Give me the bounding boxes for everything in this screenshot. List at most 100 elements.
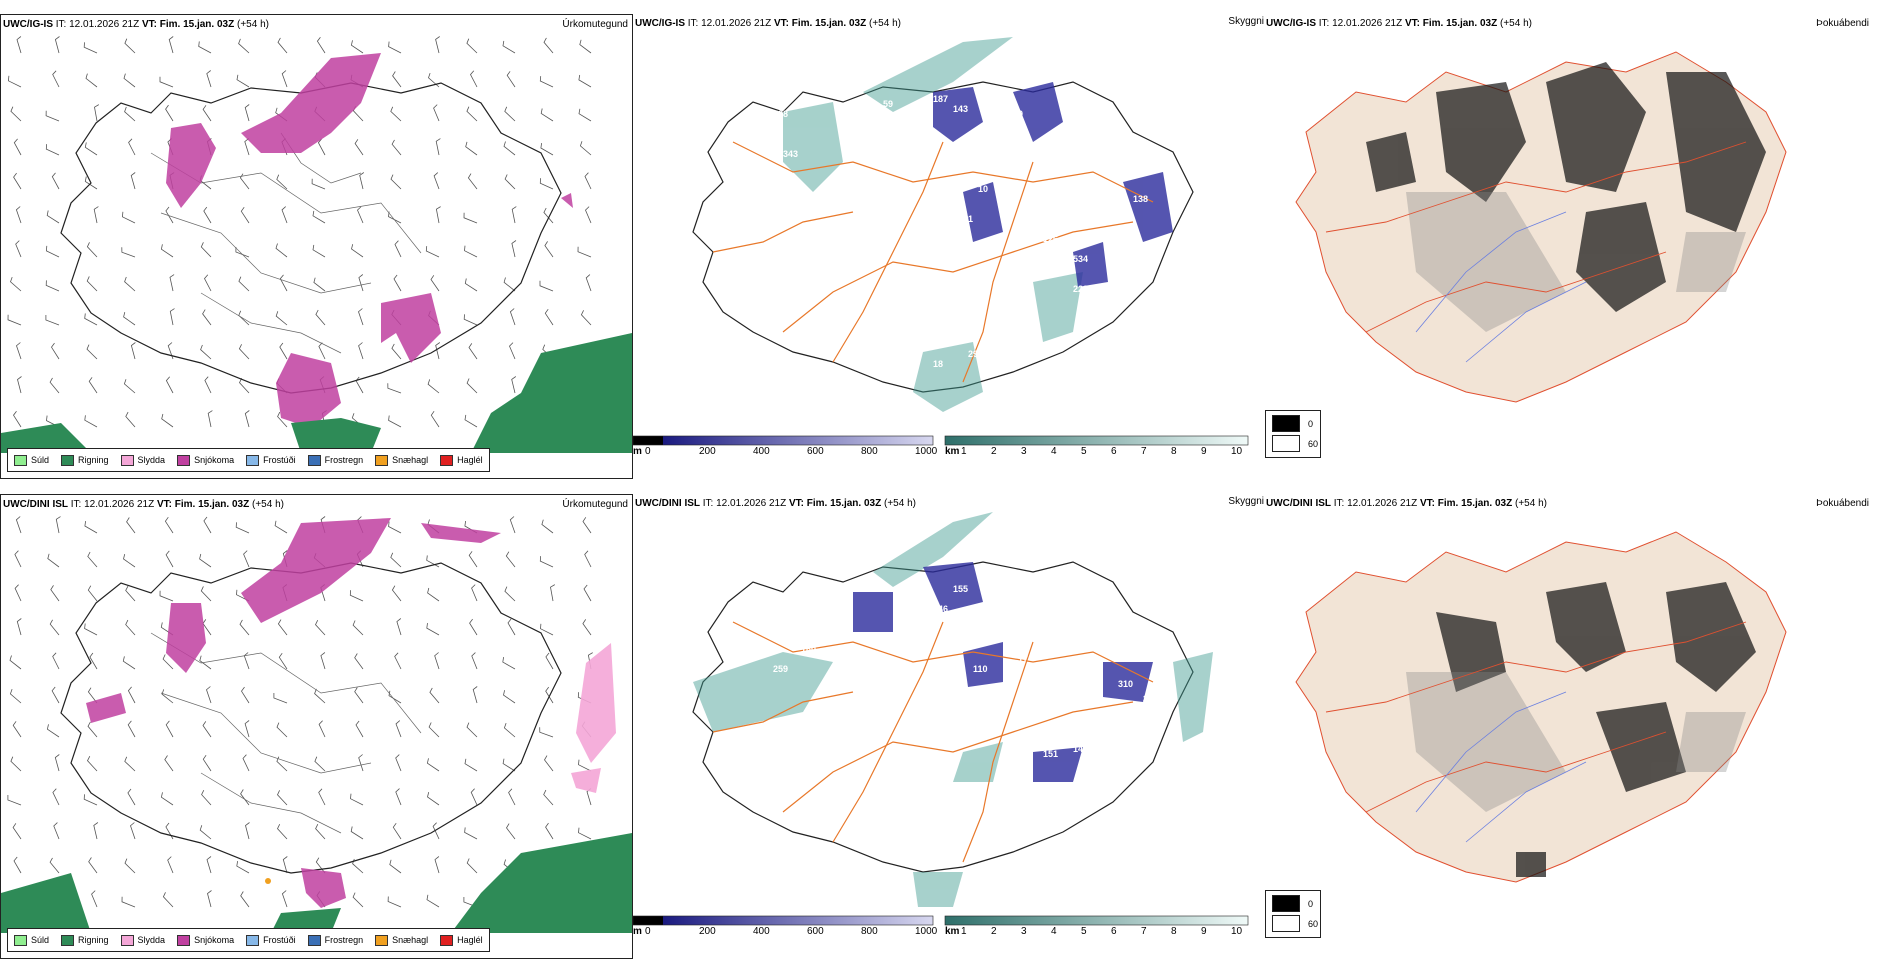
wind-barb — [238, 344, 250, 360]
wind-barb — [86, 242, 98, 258]
wind-barb — [469, 618, 478, 636]
wind-barb — [580, 310, 592, 326]
precip-legend: Súld Rigning Slydda Snjókoma Frostúði Frostre… — [7, 448, 490, 472]
wind-barb — [244, 104, 250, 122]
wind-barb — [471, 652, 478, 670]
wind-barb — [464, 245, 478, 258]
legend-label: Súld — [31, 455, 50, 465]
wind-barb — [239, 173, 250, 190]
wind-barb — [428, 722, 440, 738]
wind-barb — [93, 206, 99, 224]
legend-item: Haglél — [440, 934, 483, 946]
wind-barb — [88, 377, 98, 394]
legend-label: Snjókoma — [194, 935, 235, 945]
wind-barb — [10, 756, 22, 772]
wind-barb — [9, 688, 22, 704]
legend-label: Snjókoma — [194, 455, 235, 465]
wind-barb — [316, 36, 326, 54]
wind-barb — [388, 211, 402, 224]
legend-label: Frostúði — [263, 935, 296, 945]
wind-barb — [235, 247, 250, 258]
legend-item: Frostúði — [246, 934, 296, 946]
fog-map — [1295, 51, 1787, 403]
wind-barb — [235, 522, 250, 534]
wind-barb — [435, 36, 440, 54]
wind-barb — [434, 652, 440, 670]
wind-barb — [432, 822, 440, 840]
wind-barb — [509, 308, 516, 326]
unit-km: km — [945, 446, 960, 457]
wind-barb — [15, 516, 22, 534]
wind-barb — [466, 722, 478, 738]
wind-barb — [358, 274, 364, 292]
legend-item: Rigning — [61, 934, 109, 946]
wind-barb — [354, 139, 364, 156]
wind-barb — [124, 38, 136, 54]
colorbar-tick: 7 — [1141, 446, 1147, 457]
visibility-map: 180 259 159 146 155 91 403 110 17 343 310 151 149 451 — [692, 512, 1213, 907]
legend-item: Frostúði — [246, 454, 296, 466]
wind-barb — [544, 241, 554, 258]
visibility-value-label: 159 — [901, 622, 916, 632]
wind-barb — [236, 589, 250, 602]
legend-label: Frostregn — [324, 935, 364, 945]
wind-barb — [87, 687, 98, 704]
wind-barb — [577, 246, 592, 258]
wind-barb — [238, 38, 250, 54]
wind-barb — [358, 754, 364, 772]
wind-barb — [395, 754, 402, 772]
wind-barb — [395, 788, 402, 806]
wind-barb — [506, 71, 516, 88]
precip-map — [1, 36, 632, 453]
colorbar-tick: 2 — [991, 446, 997, 457]
wind-barb — [46, 210, 60, 224]
panel-title: Skyggni — [1228, 496, 1264, 507]
legend-swatch — [14, 934, 27, 946]
wind-barb — [244, 138, 250, 156]
wind-barb — [354, 687, 364, 704]
precip-type-panel-top: UWC/IG-IS IT: 12.01.2026 21Z VT: Fim. 15… — [0, 14, 633, 479]
legend-swatch — [177, 934, 191, 946]
colorbar-gradient — [633, 915, 1249, 926]
wind-barb — [121, 896, 136, 908]
wind-barb — [87, 551, 98, 568]
wind-barb — [463, 314, 478, 326]
visibility-value-label: 91 — [963, 614, 973, 624]
wind-barb — [45, 110, 60, 122]
legend-label: Frostúði — [263, 455, 296, 465]
wind-barb — [389, 859, 402, 874]
legend-swatch — [440, 934, 454, 946]
panel-header: UWC/DINI ISL IT: 12.01.2026 21Z VT: Fim.… — [635, 498, 916, 509]
visibility-value-label: 146 — [933, 604, 948, 614]
wind-barb — [200, 586, 212, 602]
wind-barb — [394, 652, 402, 670]
legend-swatch — [307, 454, 321, 466]
wind-barb — [201, 790, 212, 806]
teal-fog-areas — [783, 37, 1083, 412]
visibility-value-label: 32 — [903, 144, 913, 154]
wind-barb — [543, 207, 554, 224]
visibility-value-label: 113 — [1103, 184, 1118, 194]
legend-swatch — [307, 934, 321, 946]
legend-swatch — [375, 934, 389, 946]
wind-barb — [236, 74, 250, 88]
wind-barb — [511, 206, 517, 224]
wind-barb — [507, 618, 516, 636]
visibility-value-label: 310 — [1118, 679, 1133, 689]
wind-barb — [47, 553, 60, 568]
legend-label: Snæhagl — [392, 455, 429, 465]
colorbar-tick: 800 — [861, 446, 878, 457]
colorbar-tick: 6 — [1111, 926, 1117, 937]
visibility-value-label: 155 — [953, 584, 968, 594]
wind-barb — [387, 896, 402, 908]
colorbar-tick: 600 — [807, 446, 824, 457]
panel-title: Skyggni — [1228, 16, 1264, 27]
wind-barb — [130, 342, 136, 360]
wind-barb — [391, 139, 402, 156]
wind-barb — [429, 687, 440, 704]
wind-barb — [127, 788, 136, 806]
wind-barb — [430, 275, 440, 292]
rain-areas — [1, 833, 632, 933]
legend-swatch — [61, 454, 75, 466]
iceland-outline — [692, 561, 1194, 873]
